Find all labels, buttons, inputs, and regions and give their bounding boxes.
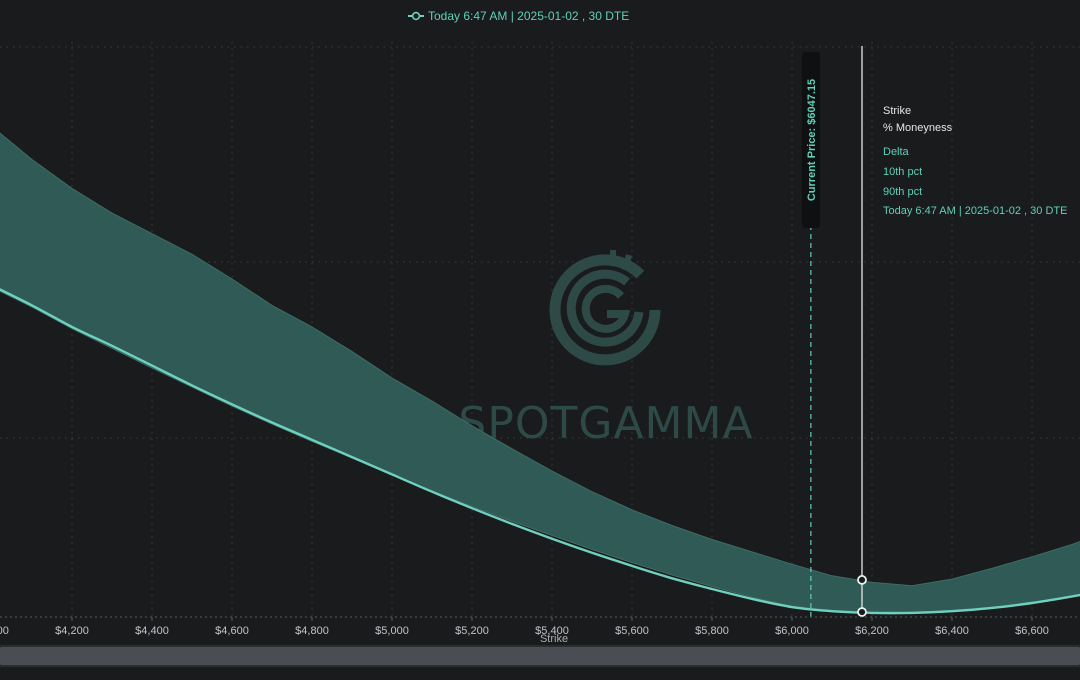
current-price-marker: Current Price: $6047.15 bbox=[801, 52, 820, 617]
spotgamma-watermark: SPOTGAMMA bbox=[458, 250, 753, 449]
hover-point bbox=[857, 575, 867, 585]
legend-marker-icon bbox=[408, 11, 424, 21]
x-tick-label: $4,000 bbox=[0, 625, 9, 637]
hover-tooltip: Strike % Moneyness Delta 10th pct 90th pct To… bbox=[883, 105, 1067, 217]
x-axis: $4,000 $4,200 $4,400 $4,600 $4,800 $5,000 $5,2… bbox=[0, 616, 1080, 637]
tooltip-line: Strike bbox=[883, 105, 911, 117]
watermark-text: SPOTGAMMA bbox=[458, 398, 753, 449]
scrollbar-thumb[interactable] bbox=[0, 647, 1080, 665]
x-tick-label: $4,400 bbox=[135, 625, 169, 637]
current-price-label: Current Price: $6047.15 bbox=[806, 79, 818, 201]
x-tick-label: $5,800 bbox=[695, 625, 729, 637]
x-tick-label: $6,600 bbox=[1015, 625, 1049, 637]
x-axis-title: Strike bbox=[540, 633, 568, 645]
hover-point bbox=[857, 607, 867, 617]
x-tick-label: $5,400 bbox=[535, 625, 569, 637]
tooltip-line: Delta bbox=[883, 146, 910, 158]
x-tick-label: $4,600 bbox=[215, 625, 249, 637]
tooltip-line: Today 6:47 AM | 2025-01-02 , 30 DTE bbox=[883, 205, 1067, 217]
x-tick-label: $5,200 bbox=[455, 625, 489, 637]
x-tick-label: $4,800 bbox=[295, 625, 329, 637]
hover-crosshair bbox=[857, 46, 867, 617]
x-tick-label: $4,200 bbox=[55, 625, 89, 637]
x-tick-label: $6,000 bbox=[775, 625, 809, 637]
series-line-today bbox=[0, 288, 1080, 615]
x-tick-label: $6,200 bbox=[855, 625, 889, 637]
range-scrollbar[interactable] bbox=[0, 645, 1080, 667]
x-tick-label: $6,400 bbox=[935, 625, 969, 637]
spotgamma-logo-icon bbox=[549, 250, 661, 366]
legend-entry-today[interactable]: Today 6:47 AM | 2025-01-02 , 30 DTE bbox=[428, 9, 629, 23]
tooltip-line: 90th pct bbox=[883, 186, 922, 198]
x-tick-label: $5,600 bbox=[615, 625, 649, 637]
tooltip-line: 10th pct bbox=[883, 166, 922, 178]
tooltip-line: % Moneyness bbox=[883, 122, 953, 134]
legend[interactable]: Today 6:47 AM | 2025-01-02 , 30 DTE bbox=[408, 9, 629, 23]
x-tick-label: $5,000 bbox=[375, 625, 409, 637]
